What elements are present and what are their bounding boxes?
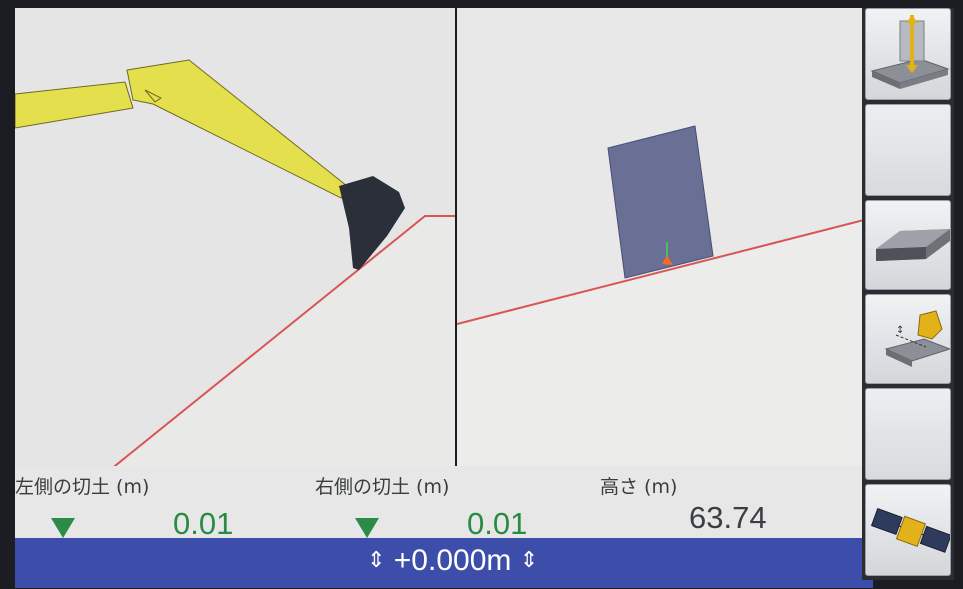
blank-button-1[interactable] [865, 104, 951, 196]
up-down-arrow-icon: ⇕ [367, 547, 386, 572]
blank-button-2[interactable] [865, 388, 951, 480]
svg-text:↕: ↕ [896, 325, 904, 336]
gnss-button[interactable] [865, 484, 951, 576]
up-down-arrow-icon: ⇕ [519, 547, 539, 572]
design-surface-button[interactable] [865, 200, 951, 290]
boom [15, 81, 134, 129]
excavator-stick [126, 59, 348, 199]
bucket-elevation-icon [870, 15, 950, 89]
design-surface-line [104, 215, 455, 474]
left-cut-indicator-icon [51, 518, 75, 538]
right-cut-indicator-icon [355, 518, 379, 538]
gnss-satellite-icon [870, 507, 950, 553]
cross-section-view[interactable] [457, 8, 864, 474]
profile-view[interactable] [15, 8, 455, 474]
vertical-offset-value: +0.000m [393, 544, 512, 577]
bucket-offset-button[interactable]: ↕ [865, 294, 951, 384]
right-cut-value: 0.01 [467, 506, 528, 541]
right-cut-label: 右側の切土 (m) [315, 476, 450, 498]
offset-status-bar[interactable]: ⇕ +0.000m ⇕ [15, 538, 873, 588]
vertical-offset-control[interactable]: ⇕ +0.000m ⇕ [367, 544, 538, 578]
design-surface-icon [876, 229, 950, 261]
design-surface-line [457, 219, 864, 325]
bucket-front [607, 125, 714, 279]
right-toolbar: ↕ [862, 8, 954, 580]
readout-panel: 左側の切土 (m) 0.01 右側の切土 (m) 0.01 高さ (m) 63.… [15, 466, 873, 541]
bucket-elevation-button[interactable] [865, 8, 951, 100]
left-cut-value: 0.01 [173, 506, 234, 541]
left-cut-label: 左側の切土 (m) [15, 476, 150, 498]
height-label: 高さ (m) [600, 476, 678, 498]
bucket-tip-marker [662, 242, 673, 265]
bucket-offset-icon: ↕ [884, 310, 950, 367]
height-value: 63.74 [689, 500, 767, 535]
bucket [339, 176, 405, 270]
